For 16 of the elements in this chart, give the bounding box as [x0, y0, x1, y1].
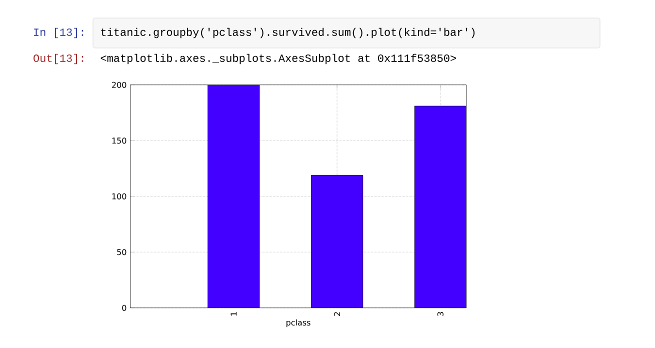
bar: [414, 106, 466, 308]
y-tick-label: 150: [112, 138, 126, 144]
x-tick-label: 2: [334, 312, 340, 316]
bar: [208, 84, 260, 308]
bar: [310, 174, 364, 308]
y-tick-label: 100: [112, 193, 126, 200]
x-axis-title: pclass: [286, 319, 310, 328]
text: <matplotlib.axes._subplots.AxesSubplot at 0x111f53850>: [100, 54, 456, 64]
x-tick-label: 1: [230, 312, 237, 316]
text: titanic.groupby('pclass').survived.sum().plot(kind='bar'): [101, 28, 475, 38]
y-tick-label: 50: [117, 249, 126, 256]
text: In [13]:: [34, 28, 84, 38]
text: Out[13]:: [34, 54, 84, 64]
x-tick-label: 3: [437, 312, 444, 316]
y-tick-label: 200: [112, 82, 126, 88]
y-tick-label: 0: [122, 304, 126, 311]
